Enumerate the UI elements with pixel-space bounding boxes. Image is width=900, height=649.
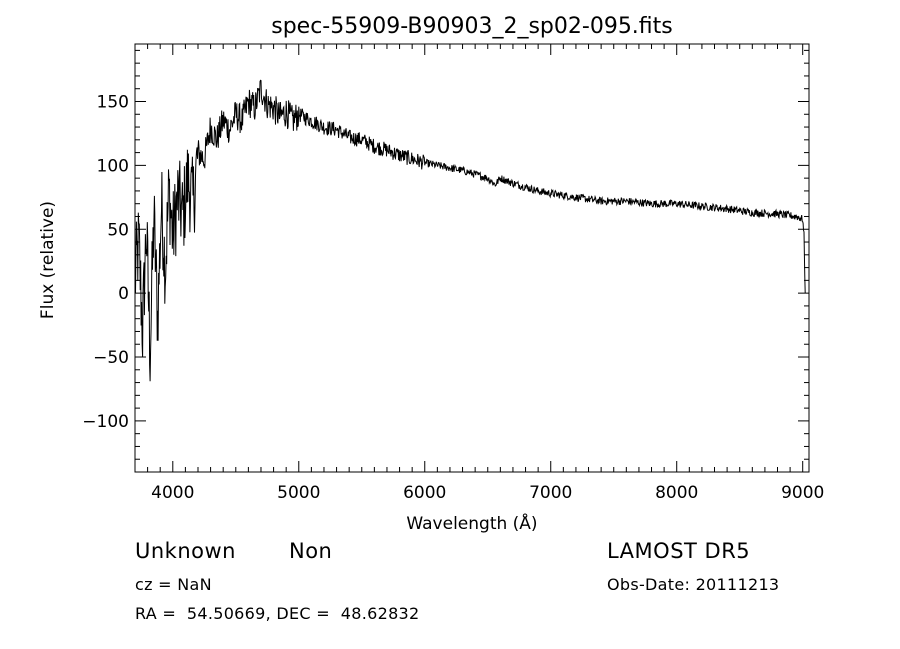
- x-tick-label: 9000: [781, 483, 824, 503]
- chart-title: spec-55909-B90903_2_sp02-095.fits: [271, 14, 673, 39]
- spectrum-line: [134, 79, 806, 382]
- y-axis-label: Flux (relative): [38, 201, 58, 319]
- cz-value: cz = NaN: [135, 575, 212, 594]
- survey-name: LAMOST DR5: [607, 539, 751, 563]
- y-tick-label: −50: [93, 348, 129, 368]
- ra-dec-coordinates: RA = 54.50669, DEC = 48.62832: [135, 604, 420, 623]
- x-tick-label: 5000: [277, 483, 320, 503]
- plot-frame: [134, 43, 810, 473]
- y-tick-label: 0: [118, 284, 129, 304]
- x-tick-label: 6000: [403, 483, 446, 503]
- x-axis-label: Wavelength (Å): [406, 512, 537, 534]
- obs-date: Obs-Date: 20111213: [607, 575, 780, 594]
- y-tick-label: −100: [82, 412, 129, 432]
- x-tick-label: 7000: [529, 483, 572, 503]
- x-tick-label: 4000: [151, 483, 194, 503]
- y-tick-label: 100: [97, 156, 129, 176]
- y-tick-label: 50: [107, 220, 129, 240]
- object-class: Unknown: [135, 539, 236, 563]
- plot-area: 4000 5000 6000 7000 8000 9000 −100 −50 0 50 100 150: [82, 43, 824, 503]
- y-tick-label: 150: [97, 92, 129, 112]
- x-tick-label: 8000: [655, 483, 698, 503]
- object-subclass: Non: [289, 539, 333, 563]
